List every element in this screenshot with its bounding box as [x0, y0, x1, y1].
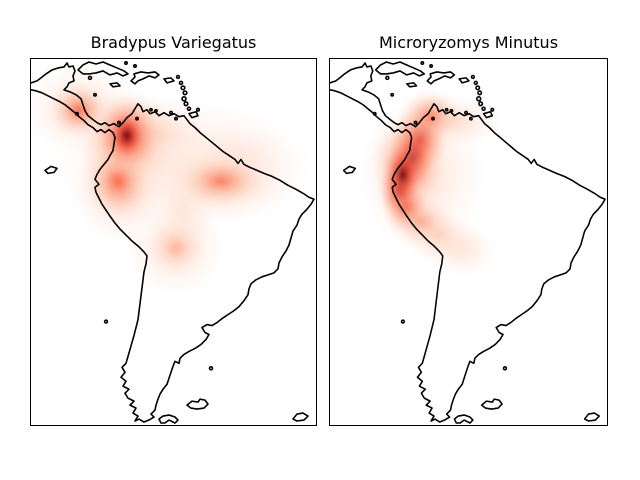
map-bradypus	[31, 60, 316, 424]
map-axes-microryzomys	[329, 58, 608, 426]
density-layer-microryzomys	[356, 88, 504, 277]
map-axes-bradypus	[30, 58, 317, 426]
map-microryzomys	[330, 60, 606, 424]
subplot-title-bradypus: Bradypus Variegatus	[90, 33, 257, 52]
subplot-title-microryzomys: Microryzomys Minutus	[378, 33, 559, 52]
density-layer-bradypus	[31, 63, 316, 298]
